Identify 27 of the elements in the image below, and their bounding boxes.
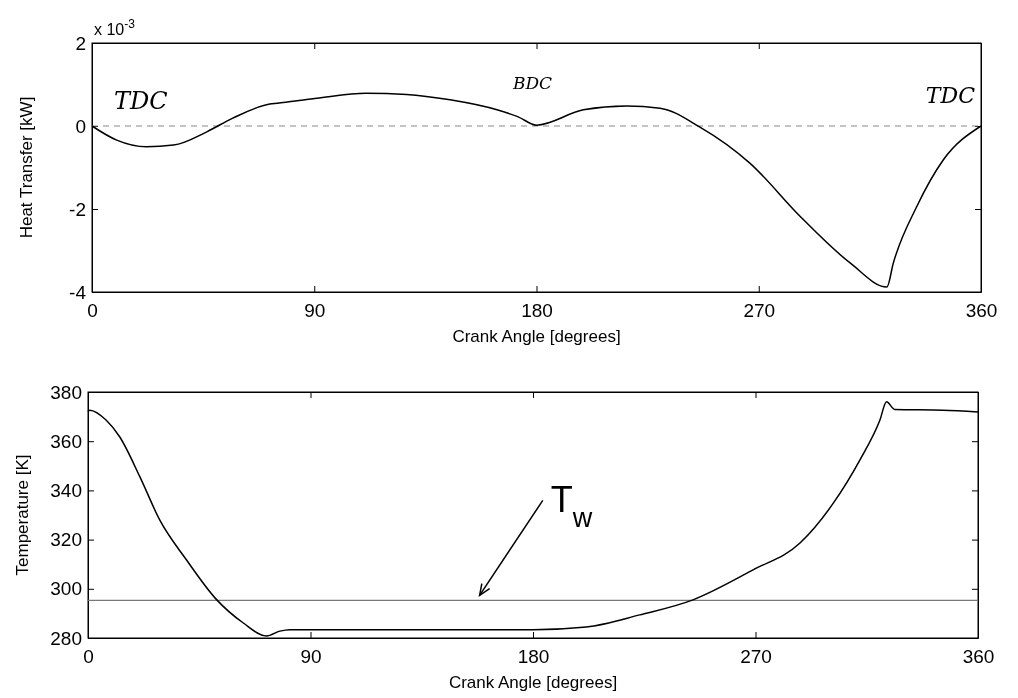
y-tick-label: -4	[69, 281, 87, 303]
y-tick-label: 320	[50, 529, 82, 551]
y-tick-label: 0	[75, 115, 86, 137]
x-tick-label: 180	[521, 300, 553, 322]
text: x 10$^{-3}$	[94, 17, 136, 38]
x-axis-title: Crank Angle [degrees]	[452, 327, 621, 346]
annotation: BDC	[511, 73, 553, 93]
y-tick-label: 280	[50, 627, 82, 649]
y-tick-label: 340	[50, 479, 82, 501]
annotation: TDC	[925, 83, 976, 108]
y-axis-title: Heat Transfer [kW]	[17, 96, 36, 239]
x-tick-label: 90	[304, 300, 326, 322]
y-tick-label: -2	[69, 198, 86, 220]
x-tick-label: 360	[965, 300, 998, 322]
annotation: TDC	[114, 87, 168, 115]
x-tick-label: 360	[962, 646, 995, 668]
x-tick-label: 180	[517, 646, 550, 668]
y-tick-label: 380	[50, 381, 82, 403]
y-axis-title: Temperature [K]	[13, 454, 32, 576]
x-axis-title: Crank Angle [degrees]	[448, 673, 618, 692]
x-tick-label: 90	[300, 646, 322, 668]
y-tick-label: 360	[50, 430, 82, 452]
ref-line-label: T$_{w}$	[550, 479, 593, 534]
y-tick-label: 300	[50, 578, 82, 600]
x-tick-label: 270	[740, 646, 772, 668]
y-tick-label: 2	[75, 32, 86, 54]
x-tick-label: 270	[743, 300, 776, 322]
